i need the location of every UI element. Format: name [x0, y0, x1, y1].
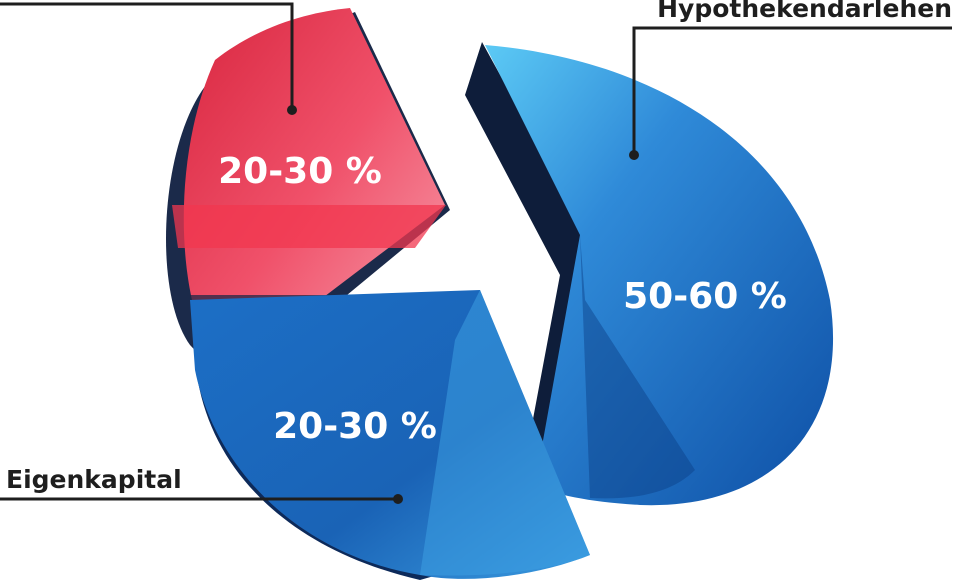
leader-line-red [0, 2, 294, 110]
leader-line-hypothekendarlehen [632, 26, 952, 155]
label-hypothekendarlehen: Hypothekendarlehen [657, 0, 952, 23]
pie-slice-eigenkapital [190, 290, 590, 580]
slice-red-band [172, 205, 446, 248]
slice-eigen-highlight [420, 290, 590, 576]
slice-eigen-value-label: 20-30 % [273, 406, 437, 447]
leader-dot-red [287, 105, 297, 115]
slice-red-face [183, 8, 445, 372]
leader-dot-eigenkapital [393, 494, 403, 504]
leader-dot-hypothekendarlehen [629, 150, 639, 160]
slice-hypothek-face [485, 45, 834, 506]
slice-red-value-label: 20-30 % [218, 151, 382, 192]
pie-slice-hypothekendarlehen [465, 42, 834, 520]
leader-lines [0, 2, 952, 501]
label-eigenkapital: Eigenkapital [6, 465, 182, 494]
slice-hypothek-value-label: 50-60 % [623, 276, 787, 317]
slice-hypothek-shade [580, 235, 695, 499]
